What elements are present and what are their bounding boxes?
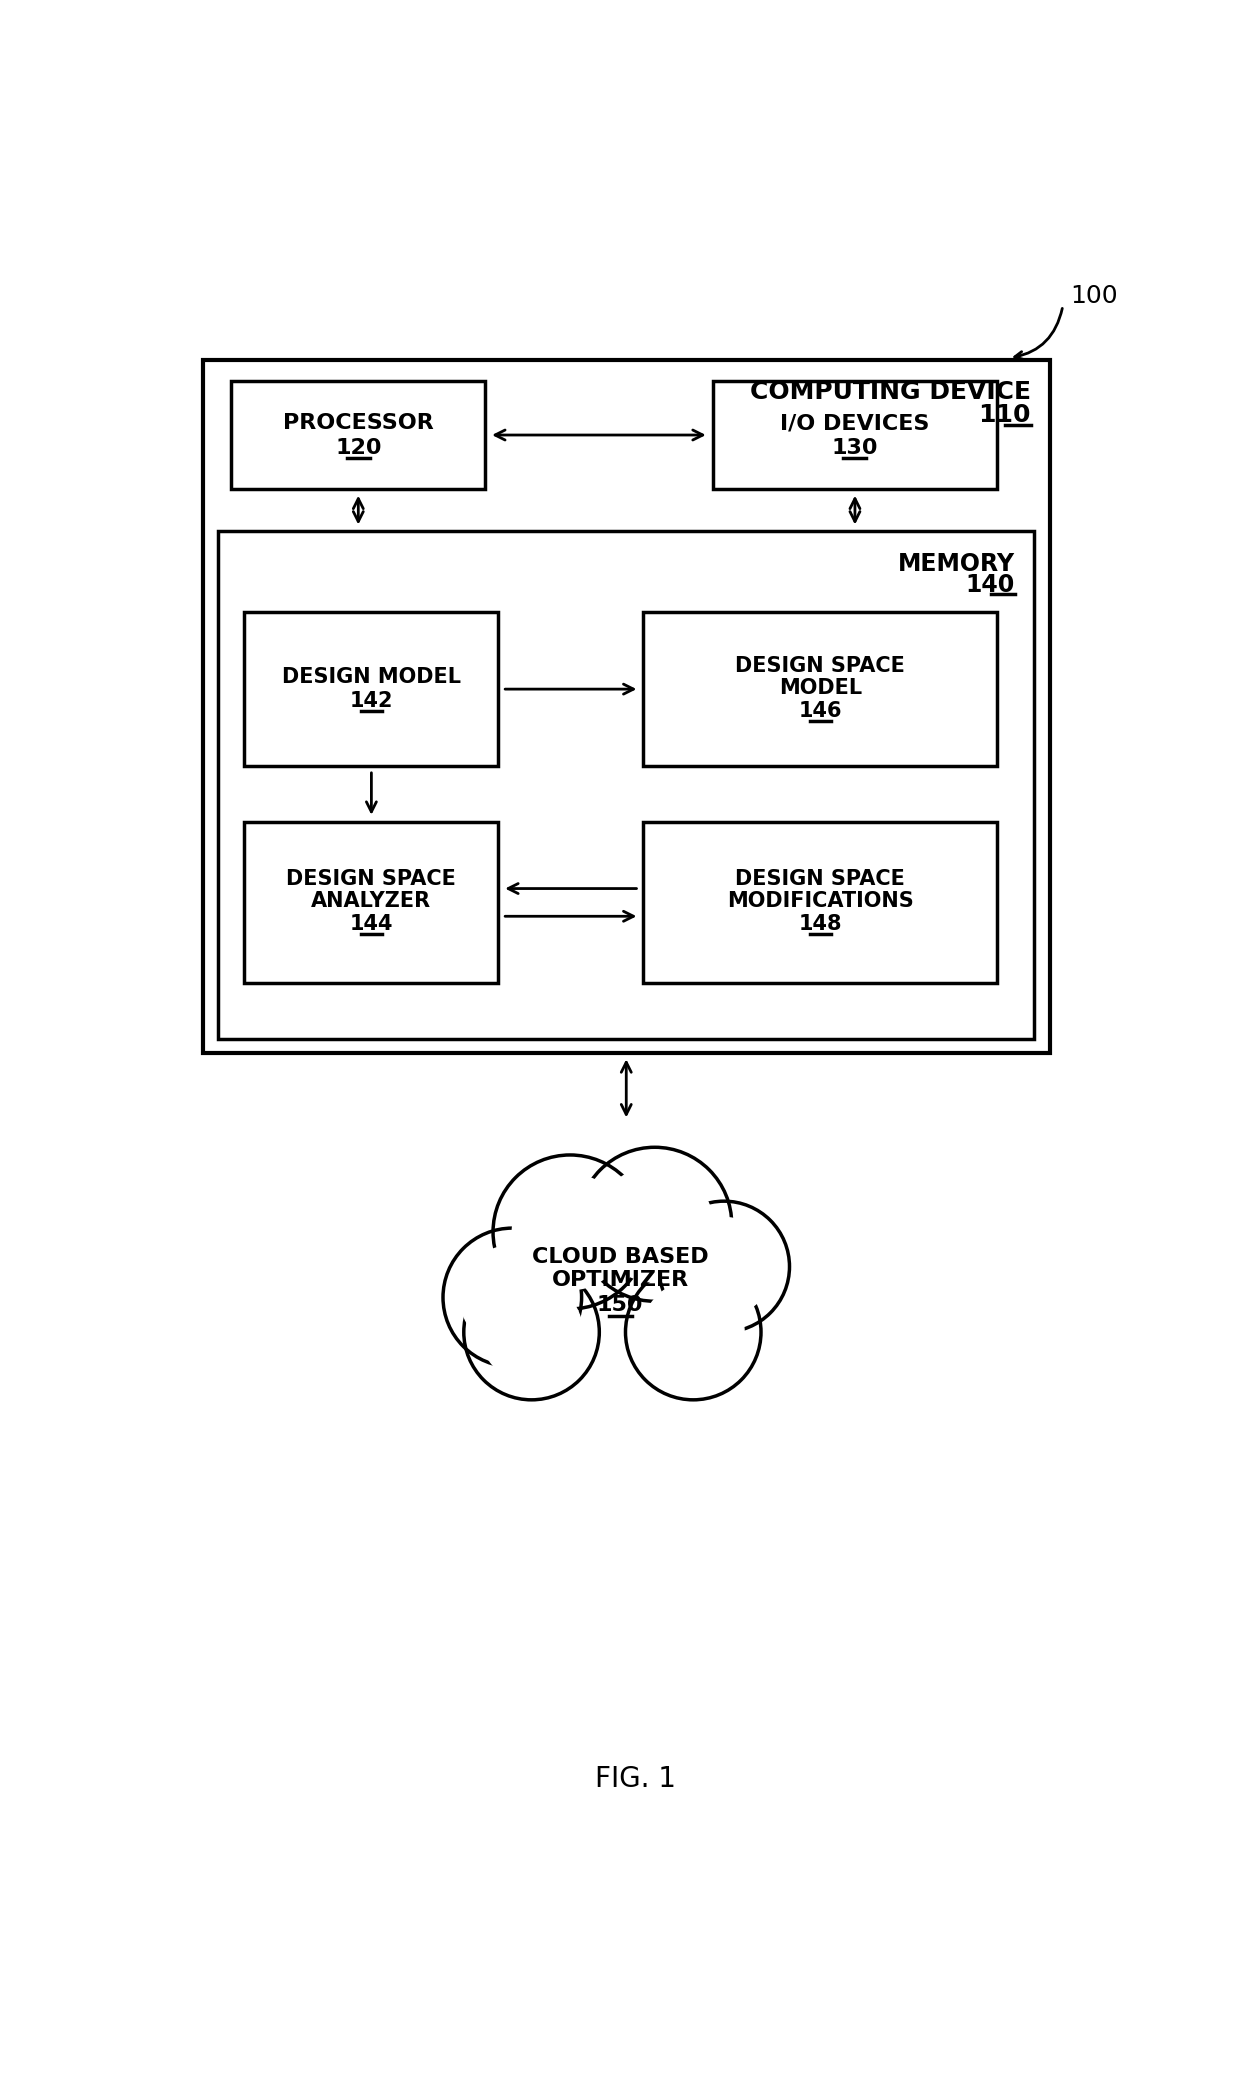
Text: CLOUD BASED: CLOUD BASED <box>532 1248 708 1267</box>
Text: I/O DEVICES: I/O DEVICES <box>780 413 930 434</box>
Text: 148: 148 <box>799 915 842 934</box>
Circle shape <box>658 1202 790 1332</box>
Text: 140: 140 <box>966 573 1016 598</box>
Circle shape <box>642 1282 744 1383</box>
Text: DESIGN SPACE: DESIGN SPACE <box>735 869 905 890</box>
Circle shape <box>443 1227 582 1366</box>
Text: 144: 144 <box>350 915 393 934</box>
Text: ANALYZER: ANALYZER <box>311 892 432 911</box>
FancyArrowPatch shape <box>1014 308 1063 359</box>
Text: DESIGN SPACE: DESIGN SPACE <box>286 869 456 890</box>
Circle shape <box>464 1265 599 1399</box>
Text: COMPUTING DEVICE: COMPUTING DEVICE <box>749 380 1030 405</box>
Text: 120: 120 <box>335 438 382 457</box>
Text: 130: 130 <box>832 438 878 457</box>
FancyBboxPatch shape <box>218 531 1034 1039</box>
Circle shape <box>596 1166 713 1282</box>
Text: FIG. 1: FIG. 1 <box>595 1764 676 1792</box>
FancyBboxPatch shape <box>713 382 997 489</box>
Text: 150: 150 <box>596 1294 644 1315</box>
Text: MODIFICATIONS: MODIFICATIONS <box>727 892 914 911</box>
Text: MEMORY: MEMORY <box>898 552 1016 575</box>
Text: 142: 142 <box>350 692 393 711</box>
Text: DESIGN MODEL: DESIGN MODEL <box>281 667 461 686</box>
Text: OPTIMIZER: OPTIMIZER <box>552 1271 688 1290</box>
Circle shape <box>512 1175 627 1290</box>
Text: 110: 110 <box>978 403 1030 428</box>
Circle shape <box>460 1246 564 1349</box>
Circle shape <box>625 1265 761 1399</box>
Circle shape <box>675 1217 773 1315</box>
FancyBboxPatch shape <box>203 359 1050 1053</box>
Text: 100: 100 <box>1070 285 1118 308</box>
Circle shape <box>481 1282 583 1383</box>
FancyBboxPatch shape <box>244 822 498 984</box>
FancyBboxPatch shape <box>644 822 997 984</box>
Text: PROCESSOR: PROCESSOR <box>283 413 434 434</box>
Text: MODEL: MODEL <box>779 678 862 697</box>
FancyBboxPatch shape <box>231 382 485 489</box>
Circle shape <box>578 1148 732 1301</box>
Text: 146: 146 <box>799 701 842 722</box>
FancyBboxPatch shape <box>644 613 997 766</box>
FancyBboxPatch shape <box>244 613 498 766</box>
Circle shape <box>494 1156 647 1309</box>
Text: DESIGN SPACE: DESIGN SPACE <box>735 657 905 676</box>
